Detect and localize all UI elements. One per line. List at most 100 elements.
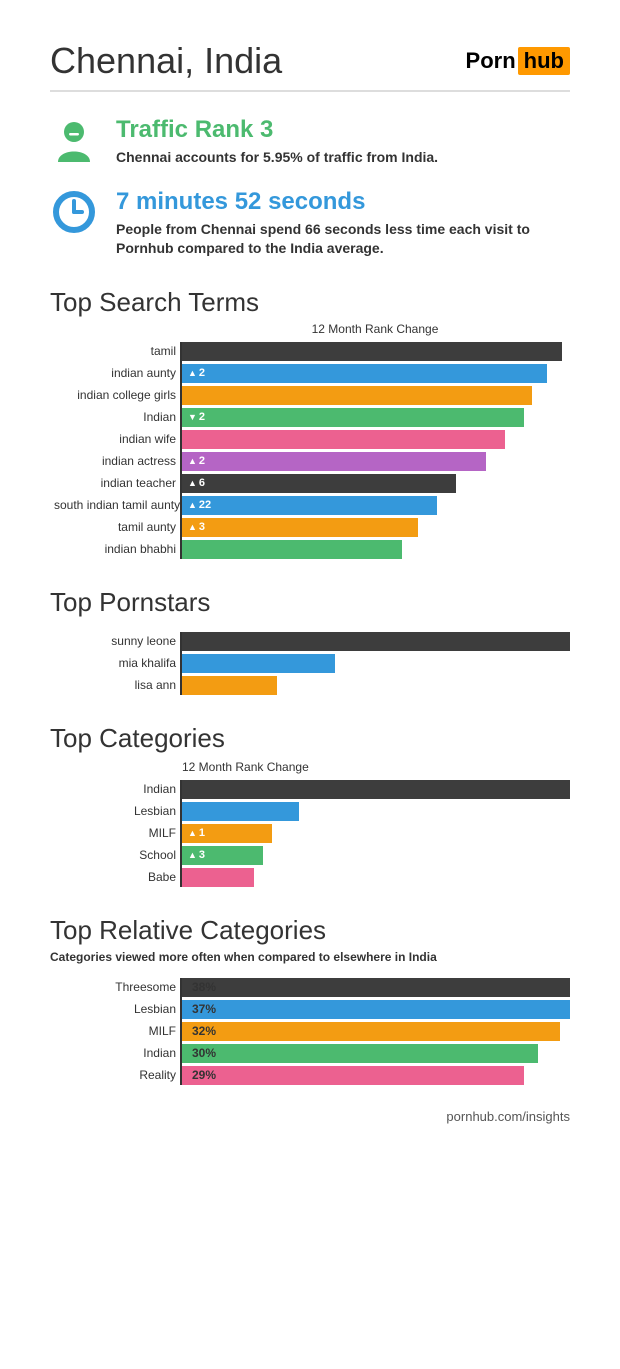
bar-row: south indian tamil aunty▲22 (182, 496, 570, 515)
bar-row: indian bhabhi (182, 540, 570, 559)
section-sub-relative: Categories viewed more often when compar… (50, 950, 570, 964)
bar-row: indian college girls (182, 386, 570, 405)
bar: ▲22 (182, 496, 437, 515)
bar: ▲3 (182, 846, 263, 865)
clock-icon (50, 188, 98, 236)
stat-time-sub: People from Chennai spend 66 seconds les… (116, 220, 570, 259)
bar: 29% (182, 1066, 524, 1085)
bar-value: 30% (188, 1046, 216, 1060)
bar-row: indian wife (182, 430, 570, 449)
bar: 32% (182, 1022, 560, 1041)
bar-value: 32% (188, 1024, 216, 1038)
bar (182, 386, 532, 405)
bar-label: Indian (54, 1046, 182, 1060)
bar-label: indian aunty (54, 366, 182, 380)
bar-row: MILF32% (182, 1022, 570, 1041)
section-title-search: Top Search Terms (50, 287, 570, 318)
bar-row: Lesbian37% (182, 1000, 570, 1019)
footer-link: pornhub.com/insights (50, 1109, 570, 1124)
bar (182, 676, 277, 695)
bar (182, 868, 254, 887)
bar-row: Lesbian (182, 802, 570, 821)
bar-value: 37% (188, 1002, 216, 1016)
bar-label: indian bhabhi (54, 542, 182, 556)
chart-subtitle-categories: 12 Month Rank Change (182, 760, 570, 774)
bar-row: indian aunty▲2 (182, 364, 570, 383)
bar-label: Babe (54, 870, 182, 884)
bar (182, 802, 299, 821)
bar-label: indian wife (54, 432, 182, 446)
bar-row: Threesome38% (182, 978, 570, 997)
bar (182, 540, 402, 559)
stat-traffic-rank: Traffic Rank 3 Chennai accounts for 5.95… (50, 116, 570, 168)
chart-search-terms: 12 Month Rank Change tamilindian aunty▲2… (50, 322, 570, 559)
bar-label: Lesbian (54, 1002, 182, 1016)
rank-change-label: ▲3 (188, 521, 205, 533)
stat-rank-headline: Traffic Rank 3 (116, 116, 570, 144)
stat-time-headline: 7 minutes 52 seconds (116, 188, 570, 216)
section-title-relative: Top Relative Categories (50, 915, 570, 946)
bar (182, 430, 505, 449)
bar-label: Threesome (54, 980, 182, 994)
bar-row: tamil aunty▲3 (182, 518, 570, 537)
stat-rank-content: Traffic Rank 3 Chennai accounts for 5.95… (116, 116, 570, 168)
bar-row: indian actress▲2 (182, 452, 570, 471)
bar: ▲6 (182, 474, 456, 493)
bar-row: indian teacher▲6 (182, 474, 570, 493)
bar (182, 632, 570, 651)
bar-label: tamil (54, 344, 182, 358)
bar-label: indian actress (54, 454, 182, 468)
bar: ▲2 (182, 364, 547, 383)
bar: ▲1 (182, 824, 272, 843)
bar-label: mia khalifa (54, 656, 182, 670)
header-divider (50, 90, 570, 92)
infographic-container: Chennai, India Porn hub Traffic Rank 3 C… (0, 0, 620, 1154)
rank-change-label: ▲3 (188, 849, 205, 861)
bar-value: 29% (188, 1068, 216, 1082)
chart-relative: Threesome38%Lesbian37%MILF32%Indian30%Re… (50, 978, 570, 1085)
chart-categories: 12 Month Rank Change IndianLesbianMILF▲1… (50, 760, 570, 887)
bar-label: south indian tamil aunty (54, 498, 182, 512)
bar-label: Lesbian (54, 804, 182, 818)
rank-change-label: ▼2 (188, 411, 205, 423)
bar: 38% (182, 978, 570, 997)
bar (182, 342, 562, 361)
bar (182, 654, 335, 673)
bar-label: lisa ann (54, 678, 182, 692)
bar-row: Indian30% (182, 1044, 570, 1063)
bar: ▼2 (182, 408, 524, 427)
bar: 37% (182, 1000, 570, 1019)
person-icon (50, 116, 98, 164)
bar-label: Indian (54, 410, 182, 424)
bar-row: MILF▲1 (182, 824, 570, 843)
bar-row: Babe (182, 868, 570, 887)
bar-label: School (54, 848, 182, 862)
chart-pornstars: sunny leonemia khalifalisa ann (50, 632, 570, 695)
bar: ▲3 (182, 518, 418, 537)
bar (182, 780, 570, 799)
stat-time: 7 minutes 52 seconds People from Chennai… (50, 188, 570, 259)
bar-label: sunny leone (54, 634, 182, 648)
bar-label: Reality (54, 1068, 182, 1082)
bar: 30% (182, 1044, 538, 1063)
bar-label: indian college girls (54, 388, 182, 402)
stat-time-content: 7 minutes 52 seconds People from Chennai… (116, 188, 570, 259)
bar-label: tamil aunty (54, 520, 182, 534)
header: Chennai, India Porn hub (50, 40, 570, 82)
logo-text-porn: Porn (466, 48, 516, 74)
section-title-pornstars: Top Pornstars (50, 587, 570, 618)
bar: ▲2 (182, 452, 486, 471)
bar-row: Reality29% (182, 1066, 570, 1085)
bar-row: lisa ann (182, 676, 570, 695)
logo-text-hub: hub (518, 47, 570, 75)
bar-row: Indian (182, 780, 570, 799)
rank-change-label: ▲2 (188, 455, 205, 467)
bar-row: sunny leone (182, 632, 570, 651)
rank-change-label: ▲6 (188, 477, 205, 489)
stat-rank-sub: Chennai accounts for 5.95% of traffic fr… (116, 148, 570, 168)
bar-label: indian teacher (54, 476, 182, 490)
rank-change-label: ▲22 (188, 499, 211, 511)
rank-change-label: ▲1 (188, 827, 205, 839)
bar-row: mia khalifa (182, 654, 570, 673)
bar-row: tamil (182, 342, 570, 361)
